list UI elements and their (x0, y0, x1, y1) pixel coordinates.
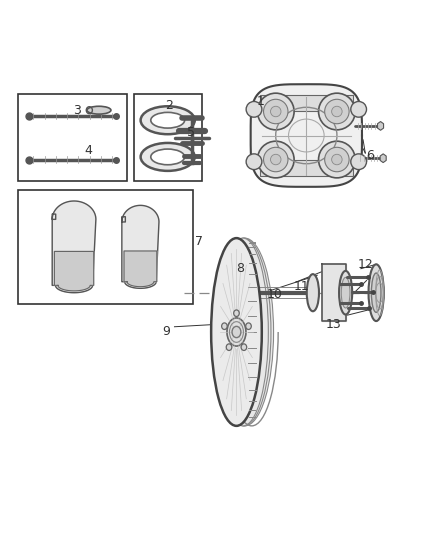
Text: 12: 12 (357, 258, 373, 271)
Bar (134, 94, 201, 181)
Circle shape (258, 141, 294, 178)
Text: 7: 7 (195, 235, 203, 248)
Ellipse shape (218, 238, 268, 426)
Bar (18, 94, 127, 181)
Circle shape (318, 93, 355, 130)
Ellipse shape (211, 238, 262, 426)
Text: 13: 13 (325, 318, 341, 330)
Ellipse shape (151, 149, 184, 165)
Ellipse shape (371, 273, 381, 312)
Circle shape (351, 154, 367, 169)
Polygon shape (321, 264, 346, 321)
Ellipse shape (234, 310, 239, 317)
Circle shape (246, 154, 262, 169)
Polygon shape (124, 251, 157, 287)
Polygon shape (378, 122, 384, 130)
Circle shape (332, 106, 342, 117)
Text: 8: 8 (236, 262, 244, 275)
Bar (18, 190, 193, 304)
Ellipse shape (307, 274, 319, 311)
Ellipse shape (368, 264, 384, 321)
Text: 10: 10 (267, 288, 283, 301)
Text: 9: 9 (162, 325, 170, 337)
Polygon shape (251, 84, 362, 187)
Polygon shape (54, 252, 94, 291)
Ellipse shape (222, 323, 227, 329)
Text: 3: 3 (73, 104, 81, 117)
Ellipse shape (241, 344, 247, 351)
Circle shape (258, 93, 294, 130)
Circle shape (318, 141, 355, 178)
Circle shape (325, 99, 349, 124)
Polygon shape (122, 205, 159, 288)
Ellipse shape (227, 318, 246, 346)
Circle shape (351, 101, 367, 117)
Circle shape (325, 147, 349, 172)
Ellipse shape (226, 344, 232, 351)
Bar (260, 95, 353, 110)
Ellipse shape (151, 112, 184, 128)
Ellipse shape (141, 106, 195, 134)
Ellipse shape (341, 277, 350, 308)
Text: 4: 4 (84, 144, 92, 157)
Circle shape (264, 99, 288, 124)
Circle shape (246, 101, 262, 117)
Text: 6: 6 (366, 149, 374, 161)
Polygon shape (380, 154, 386, 163)
Circle shape (264, 147, 288, 172)
Ellipse shape (246, 323, 251, 329)
Ellipse shape (216, 238, 274, 426)
Circle shape (271, 106, 281, 117)
Text: 11: 11 (293, 280, 309, 293)
Text: 5: 5 (187, 126, 194, 139)
Ellipse shape (87, 106, 111, 114)
Ellipse shape (232, 326, 241, 337)
Text: 2: 2 (165, 99, 173, 112)
Circle shape (271, 154, 281, 165)
Ellipse shape (141, 143, 195, 171)
Circle shape (332, 154, 342, 165)
Ellipse shape (339, 271, 352, 314)
Ellipse shape (217, 238, 271, 426)
Text: 1: 1 (257, 95, 265, 108)
Polygon shape (52, 201, 96, 293)
Bar (260, 160, 353, 176)
